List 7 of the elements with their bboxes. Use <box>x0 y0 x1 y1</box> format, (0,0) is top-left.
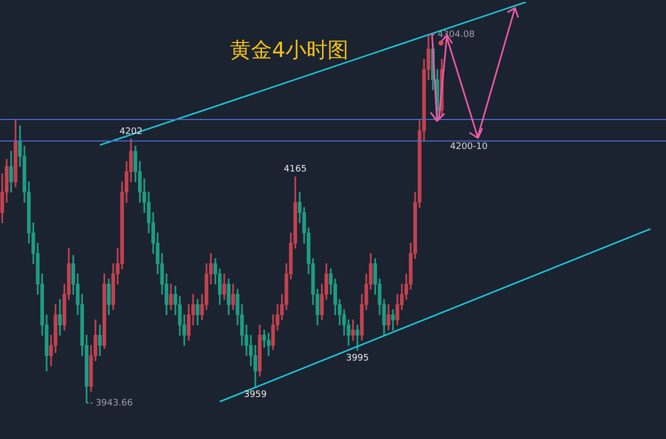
annotation: 4202 <box>120 126 142 137</box>
chart-title: 黄金4小时图 <box>230 37 348 64</box>
annotation: 3995 <box>346 353 369 364</box>
annotation: 4165 <box>284 164 307 175</box>
annotation: 3943.66 <box>96 398 134 408</box>
ref-line-label: 4200-10 <box>450 142 488 152</box>
annotation: 3959 <box>244 390 268 400</box>
